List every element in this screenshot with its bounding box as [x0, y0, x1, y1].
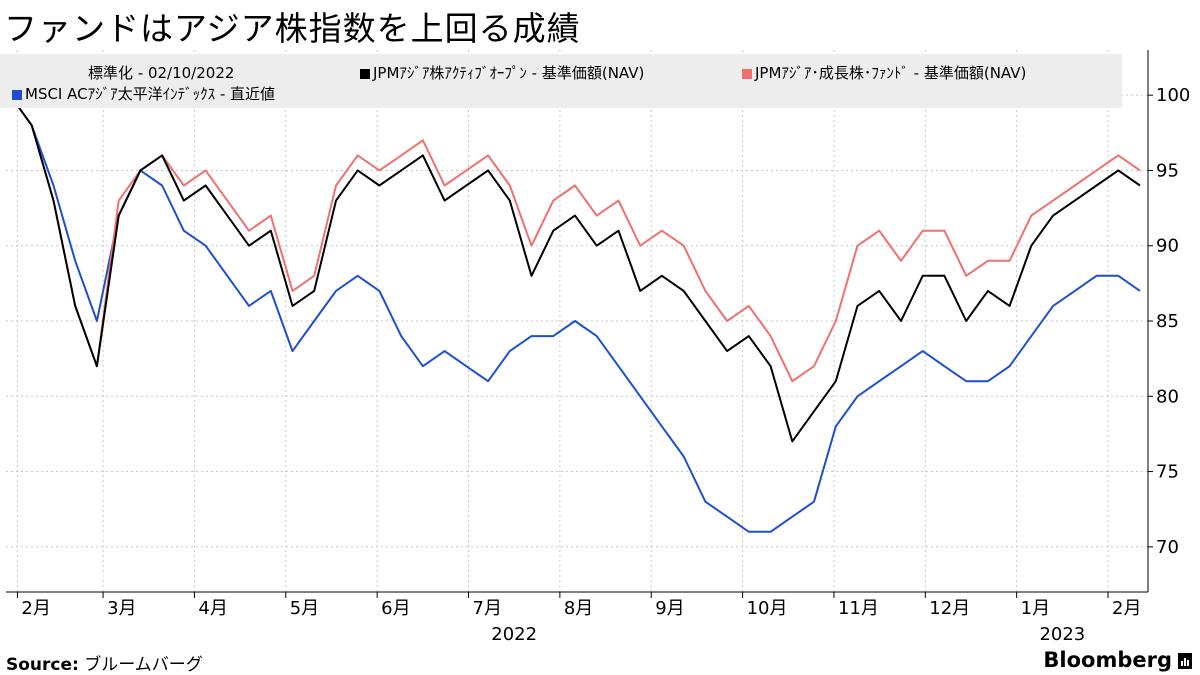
x-tick-label: 6月	[381, 598, 410, 619]
legend-item-jpm-growth: JPMｱｼﾞｱ･成長株･ﾌｧﾝﾄﾞ - 基準価額(NAV)	[742, 62, 1026, 83]
x-tick-label: 11月	[838, 598, 879, 619]
legend-item-msci: MSCI ACｱｼﾞｱ太平洋ｲﾝﾃﾞｯｸｽ - 直近値	[12, 83, 275, 104]
y-tick-label: 80	[1156, 386, 1179, 407]
source-label: Source:	[6, 655, 79, 675]
y-tick-label: 85	[1156, 311, 1179, 332]
y-tick-label: 90	[1156, 236, 1179, 257]
source-value: ブルームバーグ	[84, 655, 203, 675]
source-note: Source: ブルームバーグ	[6, 650, 203, 675]
x-tick-label: 1月	[1021, 598, 1050, 619]
brand-name: Bloomberg	[1043, 648, 1172, 672]
normalization-note: 標準化 - 02/10/2022	[88, 64, 235, 82]
legend: 標準化 - 02/10/2022 JPMｱｼﾞｱ株ｱｸﾃｨﾌﾞｵｰﾌﾟﾝ - 基…	[0, 54, 1122, 108]
x-tick-label: 2月	[21, 598, 50, 619]
series-line-2	[9, 94, 1141, 533]
x-tick-label: 2月	[1112, 598, 1141, 619]
legend-swatch	[360, 69, 370, 79]
x-tick-label: 4月	[198, 598, 227, 619]
y-tick-label: 100	[1156, 85, 1190, 106]
x-tick-label: 3月	[107, 598, 136, 619]
legend-swatch	[742, 69, 752, 79]
year-label: 2022	[491, 624, 537, 645]
legend-item-jpm-active: JPMｱｼﾞｱ株ｱｸﾃｨﾌﾞｵｰﾌﾟﾝ - 基準価額(NAV)	[360, 62, 644, 83]
series-line-1	[9, 94, 1141, 383]
chart-title: ファンドはアジア株指数を上回る成績	[4, 9, 581, 48]
x-tick-label: 10月	[747, 598, 788, 619]
y-tick-label: 70	[1156, 537, 1179, 558]
series-line-0	[9, 94, 1141, 443]
x-tick-label: 5月	[290, 598, 319, 619]
bar-chart-icon	[1178, 653, 1192, 669]
x-tick-label: 12月	[929, 598, 970, 619]
x-tick-label: 7月	[473, 598, 502, 619]
y-tick-label: 75	[1156, 462, 1179, 483]
y-tick-label: 95	[1156, 160, 1179, 181]
x-tick-label: 8月	[564, 598, 593, 619]
year-label: 2023	[1039, 624, 1085, 645]
legend-swatch	[12, 90, 22, 100]
legend-label: MSCI ACｱｼﾞｱ太平洋ｲﾝﾃﾞｯｸｽ - 直近値	[25, 85, 276, 103]
bloomberg-logo: Bloomberg	[1043, 648, 1192, 672]
x-tick-label: 9月	[655, 598, 684, 619]
legend-label: JPMｱｼﾞｱ･成長株･ﾌｧﾝﾄﾞ - 基準価額(NAV)	[755, 64, 1027, 82]
legend-label: JPMｱｼﾞｱ株ｱｸﾃｨﾌﾞｵｰﾌﾟﾝ - 基準価額(NAV)	[373, 64, 645, 82]
